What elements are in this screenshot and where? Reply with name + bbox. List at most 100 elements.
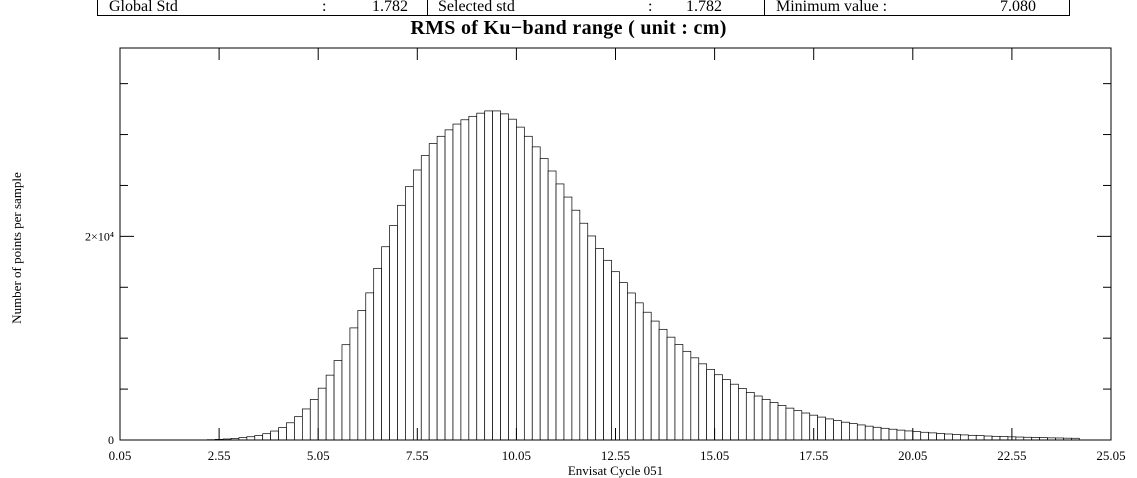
selected-std-label: Selected std [438,0,515,15]
histogram-bar [420,155,430,441]
histogram-bar [508,118,517,441]
histogram-bar [817,416,826,441]
histogram-bar [690,357,700,441]
histogram-bar [436,135,446,441]
x-tick-label: 2.55 [208,448,231,463]
histogram-bar [627,292,636,441]
histogram-bar [571,209,581,441]
histogram-bar [904,430,914,441]
histogram-bar [611,271,620,441]
histogram-bar [634,302,644,441]
chart-title: RMS of Ku−band range ( unit : cm) [410,17,727,39]
histogram-bar [658,328,668,441]
histogram-bar [706,369,715,441]
histogram-bar [412,169,422,441]
histogram-bar [856,424,866,441]
x-tick-label: 22.55 [997,448,1026,463]
histogram-bar [936,433,945,441]
histogram-bar [619,282,628,441]
histogram-bar [952,434,961,441]
histogram-bar [476,112,486,441]
histogram-bar [920,431,930,441]
histogram-bar [333,360,343,441]
histogram-bar [405,186,414,441]
histogram-bar [531,146,541,441]
histogram-bar [389,225,398,441]
histogram-bar [523,135,533,441]
x-tick-label: 12.55 [601,448,630,463]
histogram-bar [960,434,969,441]
histogram-bar [595,248,604,441]
histogram-bar [397,204,406,441]
histogram-bar [262,433,271,441]
histogram-bar [944,433,953,441]
histogram-bar [294,416,303,441]
histogram-bar [452,123,462,441]
histogram-bar [270,430,279,441]
histogram-bar [547,170,557,441]
histogram-bar [278,427,287,441]
histogram-bar [666,336,676,441]
histogram-bar [492,110,501,441]
histogram-bar [833,420,842,441]
histogram-bar [730,383,739,441]
histogram-bar [722,379,731,441]
histogram-bar [460,119,470,441]
histogram-bar [555,183,565,441]
histogram-bar [825,418,834,441]
histogram-bar [468,115,478,441]
histogram-bar [999,436,1009,441]
x-tick-label: 20.05 [898,448,927,463]
histogram-bar [880,427,890,441]
selected-std-value: 1.782 [686,0,722,15]
histogram-bar [714,374,723,441]
histogram-bar [912,431,922,441]
histogram-bar [301,408,311,441]
histogram-bar [801,412,811,441]
histogram-bar [928,432,937,441]
histogram-bar [967,434,977,441]
histogram-bar [539,158,549,441]
histogram-bar [587,235,597,441]
x-axis-label: Envisat Cycle 051 [568,463,663,478]
histogram-bar [761,399,771,441]
histogram-bar [896,429,906,441]
histogram-bar [777,405,787,441]
global-std-label: Global Std [109,0,178,15]
histogram-bar [325,374,335,441]
histogram-bar [642,311,652,441]
histogram-bar [753,395,763,441]
histogram-bar [975,435,985,441]
histogram-bar [500,113,509,441]
histogram-bar [650,320,660,441]
minimum-value-label: Minimum value : [776,0,888,15]
x-tick-label: 7.55 [406,448,429,463]
selected-std-separator: : [648,0,653,15]
histogram-bar [872,426,882,441]
histogram-bar [698,363,708,441]
histogram-bar [428,143,438,441]
histogram-bar [365,292,375,441]
histogram-bar [349,327,359,441]
x-tick-label: 5.05 [307,448,330,463]
histogram-bar [849,423,858,441]
histogram-bar [983,435,993,441]
minimum-value-value: 7.080 [1000,0,1036,15]
histogram-bar [888,428,898,441]
axis-tick-labels: 0.05 2.55 5.05 7.55 10.05 12.55 15.05 17.55 20.0… [85,229,1126,463]
y-tick-label: 2×10⁴ [85,229,114,243]
histogram-bar [793,410,803,441]
histogram-bar [381,246,390,441]
histogram-bar [841,421,850,441]
histogram-bar [864,425,874,441]
histogram-bar [682,350,692,441]
histogram-bar [991,435,1001,441]
histogram-bar [563,196,573,441]
global-std-separator: : [322,0,327,15]
axis-ticks [119,48,1112,441]
y-tick-label: 0 [108,433,114,447]
histogram-bar [745,392,755,441]
histogram-bar [317,387,327,441]
histogram-bar [579,222,589,441]
